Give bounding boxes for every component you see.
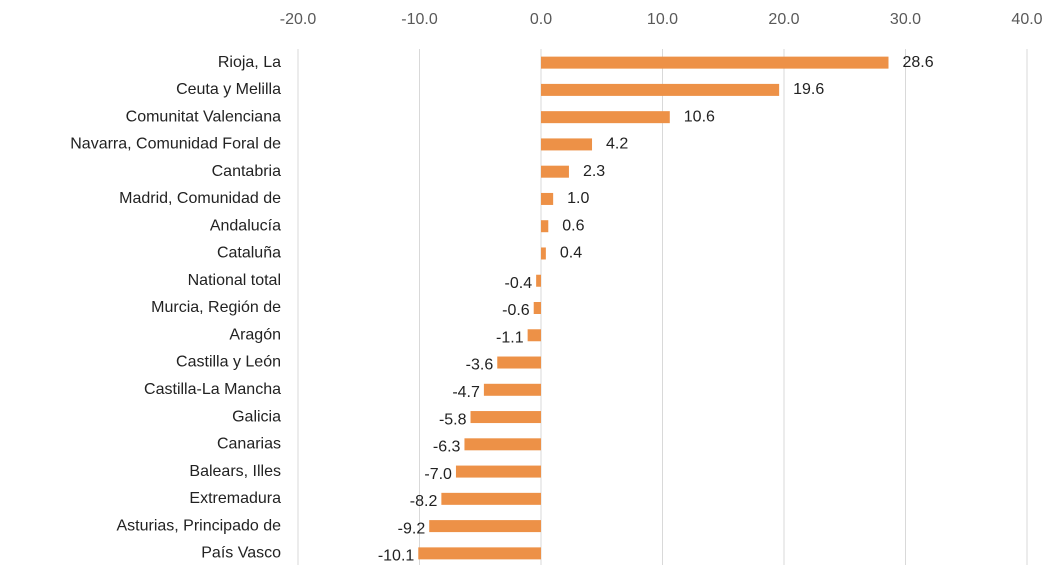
x-tick-label: 0.0 [530,11,552,28]
data-label: -1.1 [496,329,524,346]
data-label: -6.3 [433,439,461,456]
data-label: -0.6 [502,302,530,319]
data-label: 1.0 [567,190,589,207]
bar [541,247,546,260]
data-label: 0.6 [562,217,584,234]
bar [541,192,554,205]
data-label: 10.6 [684,108,715,125]
y-tick-label: Balears, Illes [189,463,281,480]
bar [541,83,780,96]
y-tick-label: Asturias, Principado de [116,517,281,534]
bar [470,411,541,424]
y-tick-label: Extremadura [189,490,281,507]
y-tick-label: Rioja, La [218,54,281,71]
y-tick-label: Cataluña [217,245,281,262]
y-tick-label: Comunitat Valenciana [126,108,281,125]
data-label: 4.2 [606,136,628,153]
bar [483,383,541,396]
y-tick-label: País Vasco [201,545,281,562]
data-label: -10.1 [378,548,415,565]
bar [497,356,541,369]
bar [418,547,541,560]
bar [536,274,541,287]
data-label: -3.6 [466,357,494,374]
data-label: -0.4 [505,275,533,292]
y-tick-label: Galicia [232,408,281,425]
y-tick-label: National total [188,272,281,289]
y-tick-label: Cantabria [212,163,281,180]
y-tick-label: Ceuta y Melilla [176,81,281,98]
y-tick-label: Madrid, Comunidad de [119,190,281,207]
x-tick-label: -10.0 [401,11,438,28]
y-tick-label: Murcia, Región de [151,299,281,316]
data-label: 19.6 [793,81,824,98]
bar [464,438,541,451]
bar [541,56,889,69]
data-label: 0.4 [560,245,582,262]
bar [429,520,541,533]
data-label: -7.0 [424,466,452,483]
y-tick-label: Navarra, Comunidad Foral de [70,136,281,153]
bar [527,329,541,342]
y-tick-label: Andalucía [210,217,281,234]
bar [541,165,569,178]
data-label: -5.8 [439,411,467,428]
bar [541,220,549,233]
bar [533,302,541,314]
data-label: -9.2 [398,520,426,537]
bar [541,138,593,151]
data-label: -4.7 [452,384,480,401]
x-tick-label: 20.0 [768,11,799,28]
data-label: 2.3 [583,163,605,180]
y-tick-label: Castilla-La Mancha [144,381,281,398]
y-tick-label: Aragón [229,326,281,343]
y-tick-label: Castilla y León [176,354,281,371]
x-tick-label: 40.0 [1011,11,1042,28]
bar [441,492,541,505]
data-label: 28.6 [902,54,933,71]
x-tick-label: 10.0 [647,11,678,28]
x-tick-label: 30.0 [890,11,921,28]
data-label: -8.2 [410,493,438,510]
bar [541,111,670,124]
x-tick-label: -20.0 [280,11,317,28]
y-tick-label: Canarias [217,436,281,453]
bar [455,465,541,478]
